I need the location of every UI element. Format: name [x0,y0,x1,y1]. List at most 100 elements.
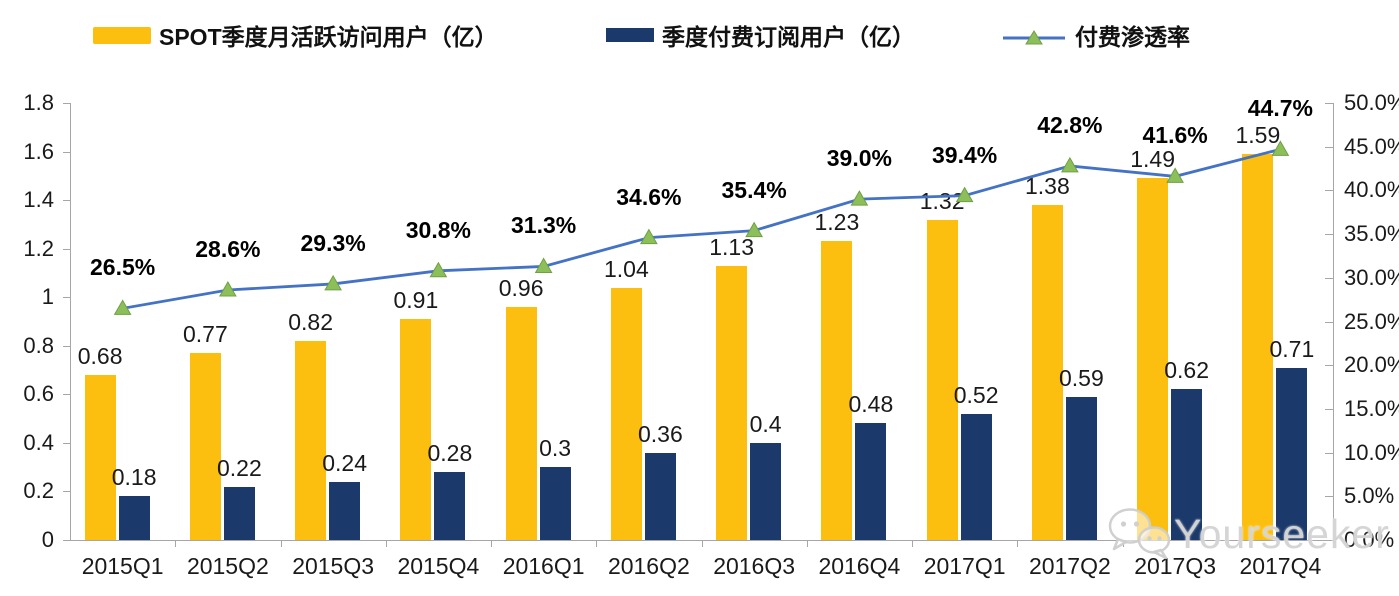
x-axis-tick [1017,540,1019,547]
mau-value-label: 1.23 [814,209,860,236]
y-axis-right-tick [1325,146,1333,148]
mau-value-label: 1.49 [1130,146,1175,173]
x-axis-category-label: 2015Q4 [397,553,480,579]
mau-bar [505,306,537,540]
subs-value-label: 0.3 [539,435,572,462]
subs-bar [118,496,150,540]
y-axis-left-tick [63,248,70,250]
subs-bar [750,442,782,540]
x-axis-tick [806,540,808,547]
y-axis-right-label: 0.0% [1344,527,1395,552]
subs-value-label: 0.4 [749,410,782,437]
legend-item-penetration: 付费渗透率 [1003,22,1190,50]
y-axis-left-label: 1.4 [23,187,54,213]
x-axis-category-label: 2016Q1 [502,553,585,579]
y-axis-left-label: 1.6 [23,138,54,164]
y-axis-left-tick [63,151,70,153]
y-axis-right-label: 25.0% [1344,308,1399,334]
y-axis-right-tick [1325,103,1333,104]
y-axis-left-label: 0.4 [23,429,54,455]
x-axis-category-label: 2017Q3 [1134,553,1217,579]
y-axis-right-tick [1325,234,1333,236]
subs-value-label: 0.71 [1269,335,1315,362]
penetration-value-label: 35.4% [721,176,787,203]
y-axis-left-tick [63,103,70,104]
mau-bar [400,319,432,540]
y-axis-right-tick [1325,452,1333,454]
watermark: Yourseeker [1106,506,1390,562]
legend-label-subs: 季度付费订阅用户（亿） [662,24,915,50]
mau-value-label: 1.04 [603,255,649,282]
x-axis-tick [596,540,598,547]
wechat-icon [1108,508,1171,560]
y-axis-right-label: 5.0% [1344,483,1395,509]
x-axis-category-label: 2017Q4 [1239,553,1322,579]
y-axis-left-label: 0.2 [23,478,54,504]
subs-bar [960,413,992,540]
x-axis-category-label: 2015Q2 [186,553,269,579]
legend-label-penetration: 付费渗透率 [1075,24,1190,50]
subs-bar [644,452,676,540]
subs-value-label: 0.48 [848,391,894,418]
watermark-text: Yourseeker [1174,510,1390,557]
mau-value-label: 0.96 [498,274,544,301]
y-axis-left-label: 1.2 [23,235,54,261]
y-axis-right-label: 30.0% [1344,264,1399,290]
legend-label-mau: SPOT季度月活跃访问用户（亿） [159,24,498,50]
y-axis-left-label: 0.8 [23,332,54,358]
penetration-value-label: 42.8% [1037,111,1103,138]
y-axis-right-label: 45.0% [1344,133,1399,159]
y-axis-left-label: 1 [41,284,54,310]
mau-value-label: 1.13 [709,233,754,260]
y-axis-right-label: 15.0% [1344,395,1399,421]
x-axis-tick [280,540,282,547]
penetration-value-label: 31.3% [511,212,577,239]
subs-bar [1065,396,1097,540]
y-axis-right-tick [1325,277,1333,279]
mau-bar [926,219,958,540]
mau-bar-swatch-icon [93,26,151,44]
x-axis-category-label: 2016Q2 [607,553,690,579]
y-axis-left-tick [63,394,70,396]
subs-value-label: 0.18 [111,464,157,491]
subs-bar [223,486,255,540]
subs-value-label: 0.36 [637,420,683,447]
x-axis-category-label: 2015Q1 [81,553,164,579]
y-axis-right-label: 40.0% [1344,177,1399,203]
subs-value-label: 0.22 [216,454,262,481]
x-axis-tick [701,540,703,547]
subs-bar [539,467,571,540]
subs-bar [1171,389,1203,540]
x-axis-tick [1227,540,1229,547]
y-axis-left [70,103,71,541]
y-axis-right-label: 20.0% [1344,352,1399,378]
subs-value-label: 0.52 [953,381,999,408]
y-axis-left-label: 0 [41,527,54,552]
y-axis-left-tick [63,297,70,299]
penetration-value-label: 44.7% [1247,95,1313,122]
mau-bar [295,340,327,540]
mau-value-label: 0.77 [182,321,228,348]
subs-value-label: 0.59 [1058,364,1104,391]
y-axis-left-tick [63,540,70,541]
y-axis-right-label: 50.0% [1344,90,1399,115]
penetration-value-label: 41.6% [1142,122,1208,149]
y-axis-right-label: 35.0% [1344,221,1399,247]
y-axis-right-label: 10.0% [1344,439,1399,465]
subs-value-label: 0.62 [1164,357,1209,384]
y-axis-right-tick [1325,540,1333,541]
subs-bar [329,481,361,540]
y-axis-right-tick [1325,365,1333,367]
subs-value-label: 0.24 [322,449,367,476]
x-axis-tick [491,540,492,547]
mau-bar [716,265,748,540]
mau-value-label: 0.68 [77,342,123,369]
mau-value-label: 1.32 [919,187,965,214]
y-axis-left-tick [63,442,70,444]
mau-bar [84,374,116,540]
subs-bar-swatch-icon [606,28,654,42]
x-axis-tick [912,540,913,547]
mau-bar [189,353,221,540]
x-axis-category-label: 2016Q4 [818,553,901,579]
